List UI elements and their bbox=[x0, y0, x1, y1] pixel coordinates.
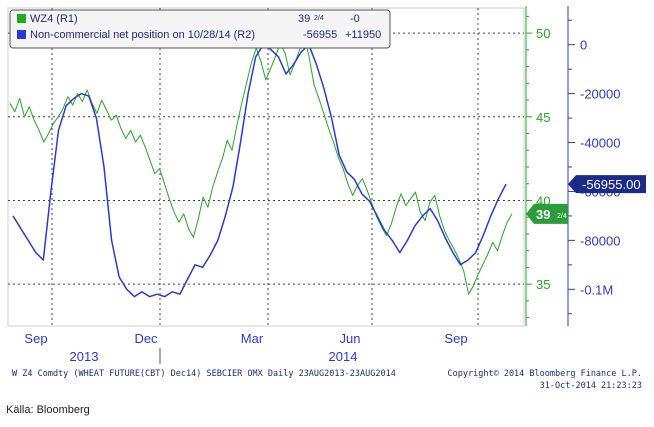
plot-area bbox=[7, 7, 525, 327]
footer-copyright: Copyright© 2014 Bloomberg Finance L.P. bbox=[448, 369, 642, 379]
legend-swatch bbox=[17, 14, 26, 23]
r2-tick-label: -40000 bbox=[580, 136, 620, 151]
r2-tick-label: -0.1M bbox=[580, 282, 613, 297]
footer-timestamp: 31-Oct-2014 21:23:23 bbox=[540, 381, 642, 391]
footer-left: W Z4 Comdty (WHEAT FUTURE(CBT) Dec14) SE… bbox=[12, 369, 396, 379]
price-chart: 504540350-20000-40000-60000-80000-0.1M-5… bbox=[7, 6, 646, 391]
last-value-r2-label: -56955.00 bbox=[582, 177, 641, 192]
legend-label: WZ4 (R1) bbox=[30, 13, 78, 25]
x-tick-label: Jun bbox=[340, 331, 361, 346]
series-line-net-position bbox=[12, 43, 507, 298]
legend-swatch bbox=[17, 30, 26, 39]
last-value-r2-box bbox=[568, 175, 646, 194]
r1-tick-label: 50 bbox=[536, 26, 550, 41]
r1-tick-label: 35 bbox=[536, 277, 550, 292]
x-tick-label: Sep bbox=[444, 331, 467, 346]
last-value-r1-fraction: 2/4 bbox=[557, 213, 567, 220]
legend-value: 39 bbox=[298, 13, 310, 25]
r1-tick-label: 45 bbox=[536, 110, 550, 125]
year-label: 2014 bbox=[329, 349, 358, 364]
x-tick-label: Sep bbox=[24, 331, 47, 346]
legend-box bbox=[9, 9, 391, 49]
last-value-r1-box bbox=[526, 203, 568, 224]
r2-tick-label: 0 bbox=[580, 38, 587, 53]
source-label: Källa: Bloomberg bbox=[6, 404, 90, 416]
legend-label: Non-commercial net position on 10/28/14 … bbox=[30, 29, 255, 41]
series-line-wz4 bbox=[9, 36, 513, 295]
last-value-r1-label: 39 bbox=[536, 207, 550, 222]
r2-tick-label: -80000 bbox=[580, 233, 620, 248]
legend-change: -0 bbox=[350, 13, 360, 25]
year-label: 2013 bbox=[70, 349, 99, 364]
x-tick-label: Dec bbox=[134, 331, 158, 346]
x-tick-label: Mar bbox=[241, 331, 264, 346]
legend-value-fraction: 2/4 bbox=[314, 15, 324, 22]
legend-change: +11950 bbox=[345, 29, 381, 41]
r2-tick-label: -20000 bbox=[580, 87, 620, 102]
legend-value: -56955 bbox=[303, 29, 337, 41]
